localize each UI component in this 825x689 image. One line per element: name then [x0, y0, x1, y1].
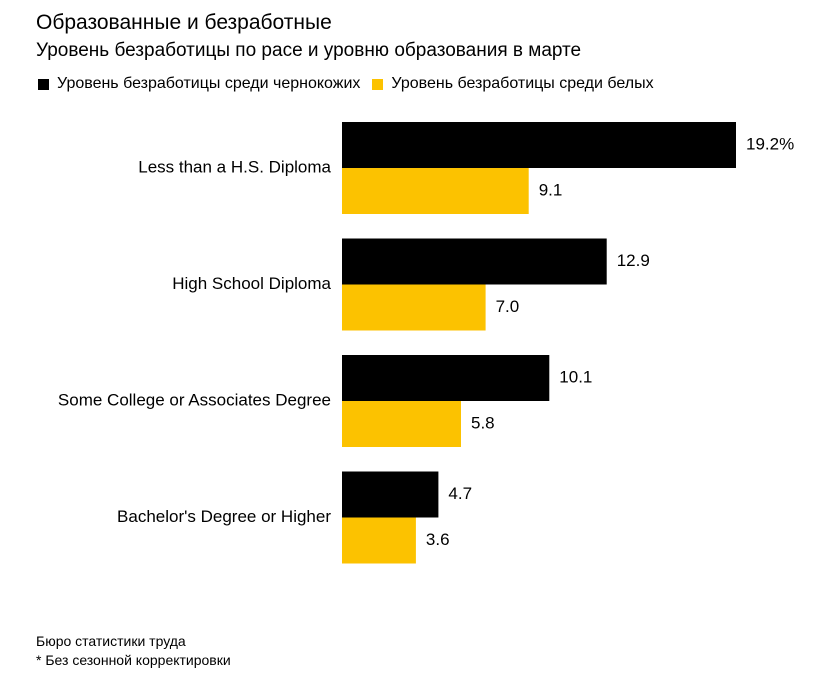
legend-label-black: Уровень безработицы среди чернокожих: [57, 75, 361, 92]
legend-label-white: Уровень безработицы среди белых: [391, 75, 654, 92]
bar-white-less-than-a-h-s-diploma: [342, 168, 529, 214]
legend-item-white: Уровень безработицы среди белых: [372, 75, 654, 93]
value-label-white-high-school-diploma: 7.0: [496, 297, 520, 316]
value-label-white-less-than-a-h-s-diploma: 9.1: [539, 180, 563, 199]
category-label-less-than-a-h-s-diploma: Less than a H.S. Diploma: [138, 157, 331, 176]
category-label-high-school-diploma: High School Diploma: [172, 274, 331, 293]
chart-title: Образованные и безработные: [36, 11, 332, 34]
bar-white-high-school-diploma: [342, 284, 486, 331]
legend: Уровень безработицы среди чернокожих Уро…: [38, 73, 666, 95]
bar-white-bachelor-s-degree-or-higher: [342, 517, 416, 564]
category-label-bachelor-s-degree-or-higher: Bachelor's Degree or Higher: [117, 507, 331, 526]
bar-black-less-than-a-h-s-diploma: [342, 122, 736, 168]
bar-black-some-college-or-associates-degree: [342, 355, 550, 401]
value-label-black-bachelor-s-degree-or-higher: 4.7: [448, 484, 472, 503]
bar-black-high-school-diploma: [342, 238, 607, 285]
value-label-white-some-college-or-associates-degree: 5.8: [471, 413, 495, 432]
bar-black-bachelor-s-degree-or-higher: [342, 471, 439, 518]
chart-subtitle: Уровень безработицы по расе и уровню обр…: [36, 40, 582, 61]
source-note: Бюро статистики труда: [36, 633, 186, 649]
value-label-black-some-college-or-associates-degree: 10.1: [559, 367, 592, 386]
value-label-black-less-than-a-h-s-diploma: 19.2%: [746, 134, 794, 153]
legend-swatch-black: [38, 78, 49, 90]
value-label-white-bachelor-s-degree-or-higher: 3.6: [426, 530, 450, 549]
value-label-black-high-school-diploma: 12.9: [617, 251, 650, 270]
bar-white-some-college-or-associates-degree: [342, 401, 461, 447]
legend-item-black: Уровень безработицы среди чернокожих: [38, 75, 360, 93]
legend-swatch-white: [372, 78, 384, 90]
footnote: * Без сезонной корректировки: [36, 652, 231, 668]
category-label-some-college-or-associates-degree: Some College or Associates Degree: [58, 390, 331, 409]
